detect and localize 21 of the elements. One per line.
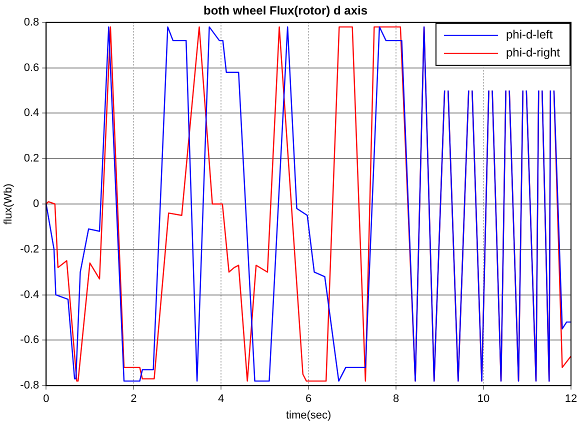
- y-tick-label: 0.4: [24, 107, 40, 120]
- x-tick-label: 6: [306, 393, 312, 406]
- y-tick-label: -0.8: [20, 380, 40, 392]
- legend-label: phi-d-right: [506, 46, 561, 60]
- chart-title: both wheel Flux(rotor) d axis: [203, 4, 368, 18]
- x-tick-label: 12: [564, 393, 578, 406]
- y-tick-label: -0.6: [20, 334, 40, 346]
- x-tick-label: 2: [130, 393, 137, 406]
- x-tick-label: 8: [392, 393, 400, 406]
- y-tick-label: 0: [33, 198, 40, 210]
- x-axis-title: time(sec): [286, 409, 332, 422]
- y-tick-label: -0.2: [20, 243, 40, 256]
- y-tick-label: 0.6: [24, 62, 40, 74]
- legend-label: phi-d-left: [506, 28, 554, 42]
- x-tick-label: 4: [218, 393, 224, 406]
- y-axis-title: flux(Wb): [2, 184, 15, 224]
- x-tick-label: 0: [43, 393, 50, 406]
- x-tick-label: 10: [477, 393, 490, 406]
- y-tick-label: 0.2: [24, 152, 40, 165]
- y-tick-label: -0.4: [20, 288, 40, 301]
- y-tick-label: 0.8: [24, 16, 40, 28]
